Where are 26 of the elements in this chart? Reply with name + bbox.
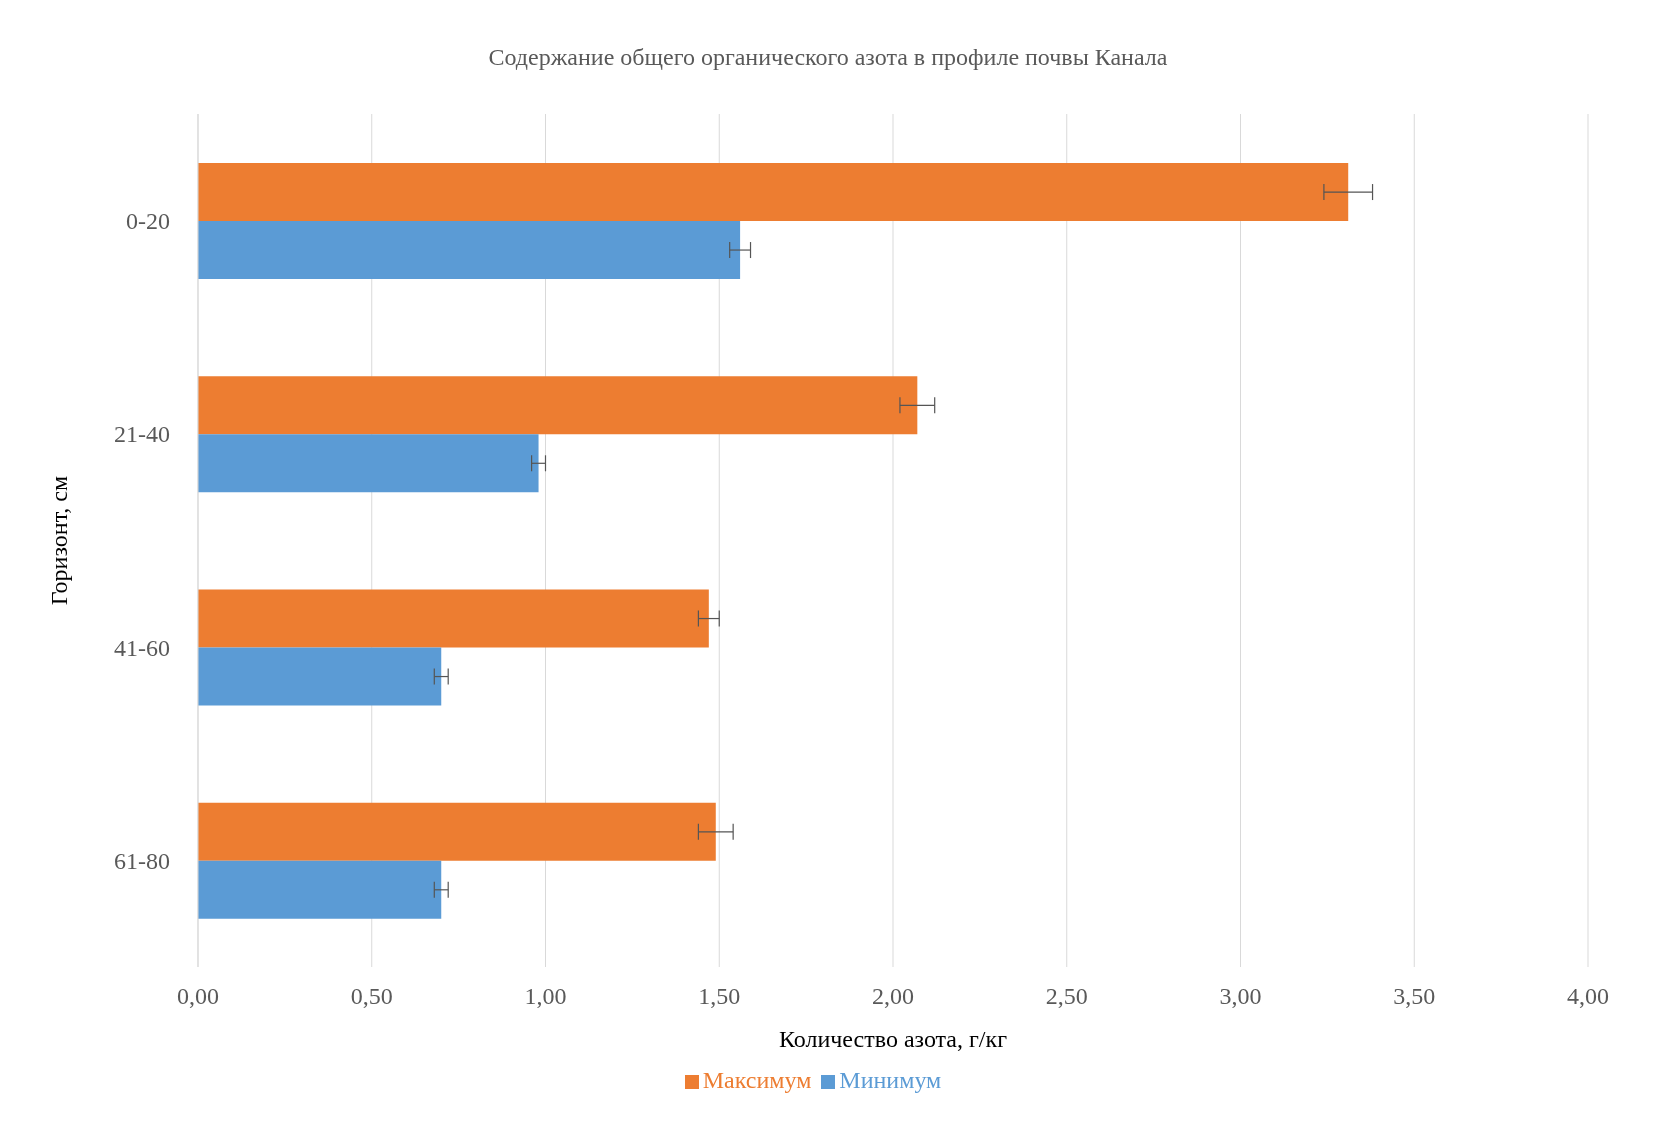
x-tick-label: 2,50	[1045, 983, 1088, 1010]
bar	[198, 589, 709, 648]
y-axis-title: Горизонт, см	[45, 475, 72, 606]
x-tick-label: 2,00	[872, 983, 914, 1010]
bar	[198, 163, 1349, 222]
y-tick-label: 0-20	[126, 208, 170, 235]
legend-label: Максимум	[702, 1067, 812, 1093]
y-tick-label: 21-40	[114, 421, 170, 448]
x-tick-label: 1,50	[698, 983, 741, 1010]
x-tick-label: 0,00	[177, 983, 219, 1010]
bar	[198, 434, 539, 493]
bar	[198, 647, 442, 706]
bar	[198, 860, 442, 919]
y-tick-label: 61-80	[114, 847, 170, 874]
x-tick-label: 4,00	[1567, 983, 1609, 1010]
x-tick-label: 1,00	[524, 983, 567, 1010]
chart-title: Содержание общего органического азота в профиле почвы Канала	[487, 43, 1169, 72]
x-tick-label: 3,00	[1219, 983, 1262, 1010]
x-axis-title: Количество азота, г/кг	[778, 1026, 1008, 1052]
x-tick-label: 0,50	[350, 983, 393, 1010]
bar	[198, 221, 741, 280]
legend-label: Минимум	[839, 1067, 942, 1093]
x-tick-label: 3,50	[1393, 983, 1436, 1010]
y-tick-label: 41-60	[114, 634, 170, 661]
bar	[198, 802, 716, 861]
bar	[198, 376, 918, 435]
